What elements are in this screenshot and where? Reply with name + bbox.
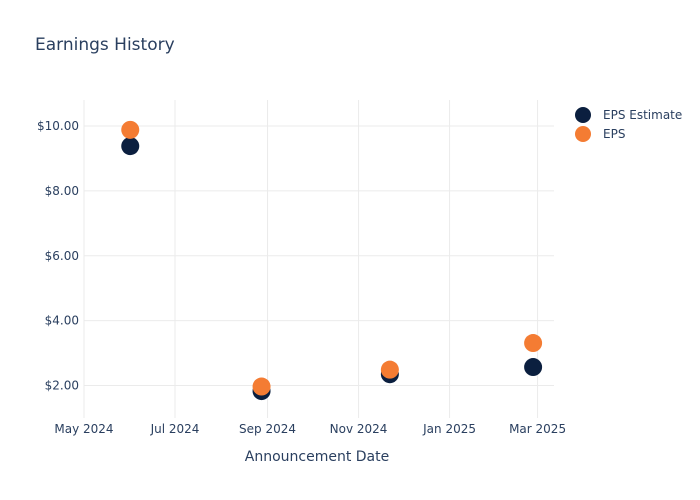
data-point-eps[interactable] [380, 360, 399, 379]
y-tick-label: $10.00 [37, 119, 79, 133]
y-tick-label: $4.00 [45, 314, 79, 328]
legend-label[interactable]: EPS [603, 127, 625, 141]
data-point-eps-estimate[interactable] [524, 358, 543, 377]
data-point-eps[interactable] [252, 377, 271, 396]
grid-layer [83, 100, 554, 418]
legend-label[interactable]: EPS Estimate [603, 108, 682, 122]
data-point-eps[interactable] [524, 334, 543, 353]
y-tick-label: $6.00 [45, 249, 79, 263]
x-tick-label: Jan 2025 [422, 422, 476, 436]
legend-marker [575, 126, 591, 142]
x-tick-label: Jul 2024 [150, 422, 200, 436]
legend-marker [575, 107, 591, 123]
chart-title: Earnings History [35, 35, 175, 55]
y-tick-label: $8.00 [45, 184, 79, 198]
points-layer [121, 120, 543, 401]
x-axis-title: Announcement Date [245, 449, 389, 465]
y-tick-label: $2.00 [45, 379, 79, 393]
y-axis-ticks: $2.00 $4.00 $6.00 $8.00 $10.00 [37, 119, 79, 393]
x-axis-ticks: May 2024 Jul 2024 Sep 2024 Nov 2024 Jan 2025… [54, 422, 566, 436]
legend[interactable]: EPS Estimate EPS [575, 107, 682, 142]
x-tick-label: Mar 2025 [509, 422, 566, 436]
x-tick-label: May 2024 [54, 422, 113, 436]
x-tick-label: Nov 2024 [330, 422, 388, 436]
data-point-eps[interactable] [121, 120, 140, 139]
data-point-eps-estimate[interactable] [121, 137, 140, 156]
x-tick-label: Sep 2024 [239, 422, 296, 436]
